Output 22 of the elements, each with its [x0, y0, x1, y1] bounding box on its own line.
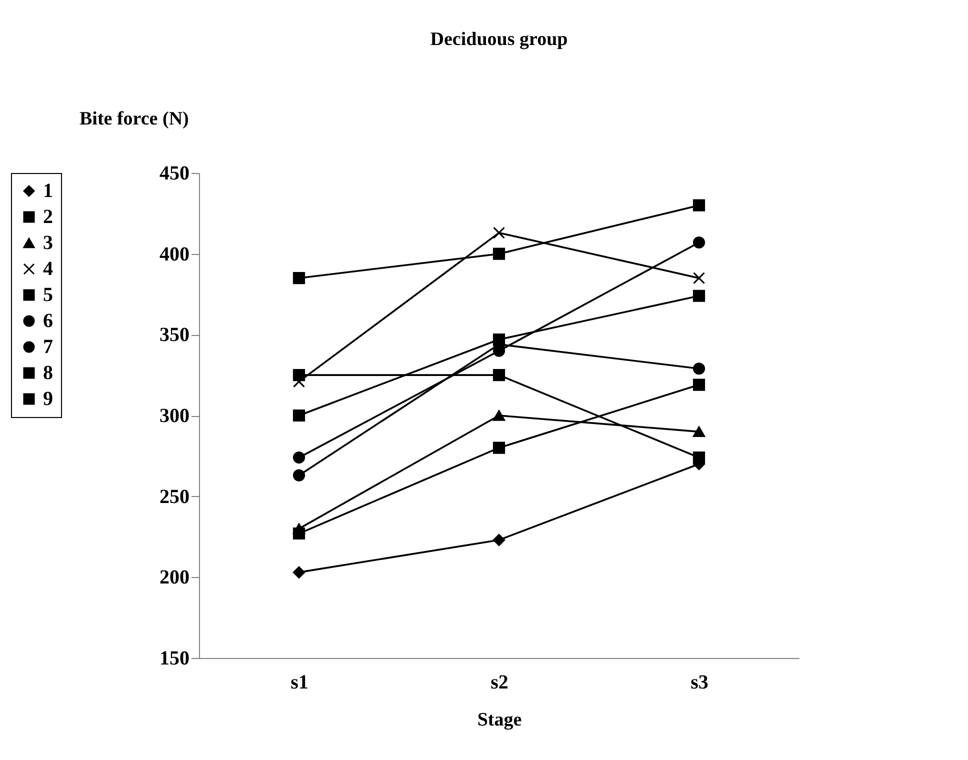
y-tick-label: 250 [160, 486, 190, 508]
legend-label: 4 [43, 258, 53, 280]
y-tick-label: 400 [160, 243, 190, 266]
x-tick-label: s2 [490, 672, 508, 694]
y-axis-title: Bite force (N) [80, 108, 189, 130]
y-tick-label: 300 [160, 405, 190, 427]
y-tick-label: 350 [160, 324, 190, 346]
legend-label: 5 [43, 284, 53, 306]
legend-label: 6 [43, 310, 53, 332]
x-tick-label: s1 [290, 672, 308, 694]
y-tick-label: 200 [160, 566, 190, 589]
legend-label: 3 [43, 232, 53, 254]
legend-label: 9 [43, 388, 53, 410]
y-tick-label: 450 [160, 162, 190, 184]
legend-label: 7 [43, 336, 53, 358]
y-tick-label: 150 [160, 648, 190, 670]
chart-title: Deciduous group [430, 29, 568, 50]
x-tick-label: s3 [690, 672, 708, 694]
x-axis-title: Stage [477, 710, 522, 730]
legend-label: 1 [43, 180, 53, 202]
legend-label: 2 [43, 206, 53, 228]
legend-label: 8 [43, 362, 53, 384]
